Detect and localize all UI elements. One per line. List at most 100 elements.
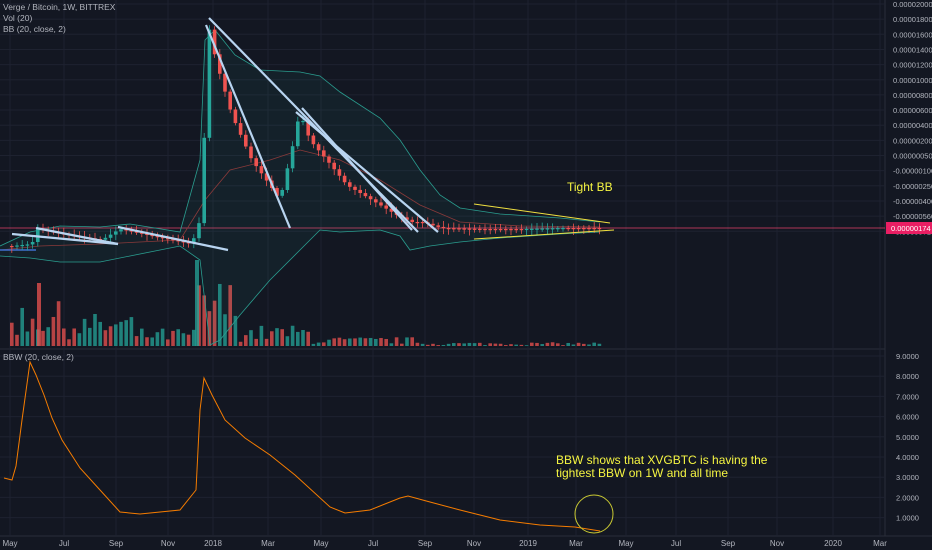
- volume-bar: [176, 329, 180, 346]
- volume-bar: [431, 343, 435, 346]
- price-tick-label: 0.00000800: [893, 91, 932, 100]
- candle-body: [498, 229, 503, 231]
- candle-body: [25, 244, 30, 246]
- price-tick-label: 0.00001000: [893, 76, 932, 85]
- volume-bar: [337, 337, 342, 346]
- volume-bar: [410, 337, 414, 346]
- candle-body: [197, 223, 201, 239]
- bb-lower: [0, 229, 601, 346]
- candle-body: [218, 54, 222, 74]
- price-tick-label: -0.00000100: [893, 167, 932, 176]
- volume-bar: [108, 326, 113, 346]
- triangle-upper: [473, 203, 611, 224]
- volume-bar: [25, 331, 30, 346]
- trendline: [11, 232, 119, 246]
- volume-bar: [478, 342, 482, 346]
- candle-body: [228, 91, 232, 110]
- volume-bar: [405, 337, 409, 346]
- volume-bar: [452, 343, 456, 346]
- bbw-legend[interactable]: BBW (20, close, 2): [3, 352, 74, 362]
- time-tick-label: Nov: [161, 539, 175, 548]
- candle-body: [290, 146, 295, 169]
- volume-bar: [322, 342, 326, 346]
- volume-bar: [166, 339, 170, 346]
- candle-body: [212, 29, 217, 55]
- trendline: [295, 111, 439, 233]
- bbw-tick-label: 8.0000: [896, 372, 919, 381]
- candle-body: [129, 230, 134, 232]
- volume-bar: [368, 337, 373, 346]
- candle-body: [582, 228, 586, 230]
- bbw-tick-label: 3.0000: [896, 473, 919, 482]
- candle-body: [207, 29, 212, 138]
- candle-body: [592, 228, 596, 230]
- candle-body: [436, 225, 440, 227]
- volume-bar: [514, 344, 518, 346]
- candle-body: [509, 229, 513, 231]
- candle-body: [405, 217, 409, 220]
- volume-bar: [62, 328, 66, 346]
- volume-bar: [582, 343, 586, 346]
- candle-body: [446, 228, 451, 230]
- candle-body: [103, 237, 108, 240]
- volume-bar: [114, 324, 118, 346]
- candle-body: [316, 144, 321, 151]
- price-tick-label: 0.00000200: [893, 136, 932, 145]
- candle-body: [166, 238, 170, 240]
- candle-body: [597, 228, 602, 230]
- volume-bar: [467, 342, 472, 346]
- candle-body: [285, 168, 290, 190]
- candle-body: [337, 169, 342, 176]
- volume-bar: [436, 345, 440, 346]
- candle-body: [519, 229, 524, 231]
- volume-bar: [530, 342, 534, 346]
- volume-bar: [493, 343, 498, 346]
- time-tick-label: May: [618, 539, 633, 548]
- volume-bar: [218, 283, 222, 346]
- volume-bar: [93, 313, 97, 346]
- volume-bar: [186, 334, 191, 346]
- volume-bar: [30, 318, 35, 346]
- bb-legend[interactable]: BB (20, close, 2): [3, 24, 66, 34]
- candle-body: [576, 228, 581, 230]
- trendline: [117, 225, 229, 252]
- volume-bar: [556, 343, 560, 346]
- bbw-tick-label: 4.0000: [896, 453, 919, 462]
- candle-body: [160, 237, 165, 239]
- vol-legend[interactable]: Vol (20): [3, 13, 33, 23]
- volume-bar: [98, 321, 102, 346]
- volume-bar: [228, 285, 232, 346]
- time-tick-label: Nov: [770, 539, 784, 548]
- candle-body: [140, 232, 144, 234]
- candle-body: [441, 226, 446, 229]
- time-tick-label: Sep: [721, 539, 736, 548]
- volume-bar: [140, 328, 144, 346]
- time-tick-label: 2019: [519, 539, 537, 548]
- candle-body: [467, 228, 472, 230]
- candle-body: [452, 228, 456, 230]
- candle-body: [389, 208, 394, 212]
- volume-bar: [103, 330, 108, 346]
- candle-body: [420, 222, 425, 224]
- volume-bar: [540, 344, 544, 346]
- candle-body: [244, 134, 248, 147]
- drawings: [11, 17, 615, 252]
- volume-bar: [566, 342, 570, 346]
- volume-bar: [457, 343, 461, 346]
- candle-body: [353, 186, 357, 190]
- volume-bar: [400, 343, 404, 346]
- candle-body: [233, 109, 238, 124]
- volume-bar: [254, 338, 258, 346]
- volume-bar: [285, 336, 290, 346]
- volume-bar: [358, 337, 362, 346]
- symbol-line[interactable]: Verge / Bitcoin, 1W, BITTREX: [3, 2, 116, 12]
- price-tick-label: 0.00000400: [893, 121, 932, 130]
- candle-body: [192, 238, 196, 244]
- bbw-highlight-ellipse: [574, 494, 614, 534]
- price-tick-label: -0.00000250: [893, 182, 932, 191]
- volume-bar: [420, 343, 425, 346]
- price-tick-label: -0.00000560: [893, 212, 932, 221]
- trendline: [208, 17, 419, 233]
- volume-bar: [301, 329, 305, 346]
